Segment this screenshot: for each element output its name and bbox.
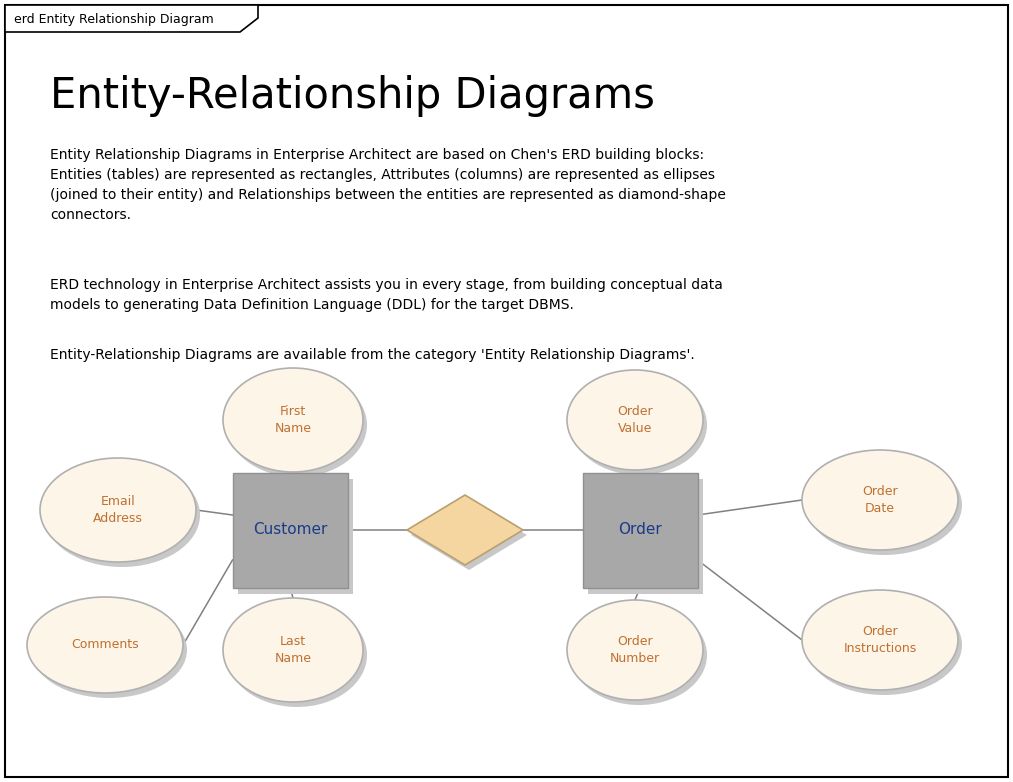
Ellipse shape (567, 370, 703, 470)
Text: Order
Instructions: Order Instructions (844, 625, 917, 655)
Text: Email
Address: Email Address (93, 495, 143, 525)
Ellipse shape (27, 597, 183, 693)
Bar (233, 472, 347, 587)
Ellipse shape (223, 598, 363, 702)
Ellipse shape (31, 602, 187, 698)
Text: Entity-Relationship Diagrams are available from the category 'Entity Relationshi: Entity-Relationship Diagrams are availab… (50, 348, 695, 362)
Ellipse shape (802, 450, 958, 550)
Text: Order
Value: Order Value (617, 405, 652, 435)
Ellipse shape (806, 595, 962, 695)
Ellipse shape (806, 455, 962, 555)
Bar (237, 479, 353, 594)
Text: Customer: Customer (253, 522, 327, 537)
Ellipse shape (223, 368, 363, 472)
Ellipse shape (227, 373, 367, 477)
Ellipse shape (571, 605, 707, 705)
Ellipse shape (227, 603, 367, 707)
Text: Last
Name: Last Name (275, 635, 312, 665)
Text: Order
Number: Order Number (610, 635, 660, 665)
Polygon shape (407, 495, 523, 565)
Text: Entity-Relationship Diagrams: Entity-Relationship Diagrams (50, 75, 654, 117)
Text: erd Entity Relationship Diagram: erd Entity Relationship Diagram (14, 13, 214, 27)
Ellipse shape (44, 463, 200, 567)
Text: Entity Relationship Diagrams in Enterprise Architect are based on Chen's ERD bui: Entity Relationship Diagrams in Enterpri… (50, 148, 726, 222)
Polygon shape (411, 500, 527, 570)
Bar (582, 472, 698, 587)
Text: Order: Order (618, 522, 661, 537)
Ellipse shape (40, 458, 196, 562)
Ellipse shape (802, 590, 958, 690)
Ellipse shape (571, 375, 707, 475)
Polygon shape (5, 5, 258, 32)
Text: First
Name: First Name (275, 405, 312, 435)
Text: Comments: Comments (71, 638, 139, 651)
Bar (588, 479, 702, 594)
Text: Order
Date: Order Date (862, 485, 898, 515)
Text: ERD technology in Enterprise Architect assists you in every stage, from building: ERD technology in Enterprise Architect a… (50, 278, 723, 312)
Ellipse shape (567, 600, 703, 700)
